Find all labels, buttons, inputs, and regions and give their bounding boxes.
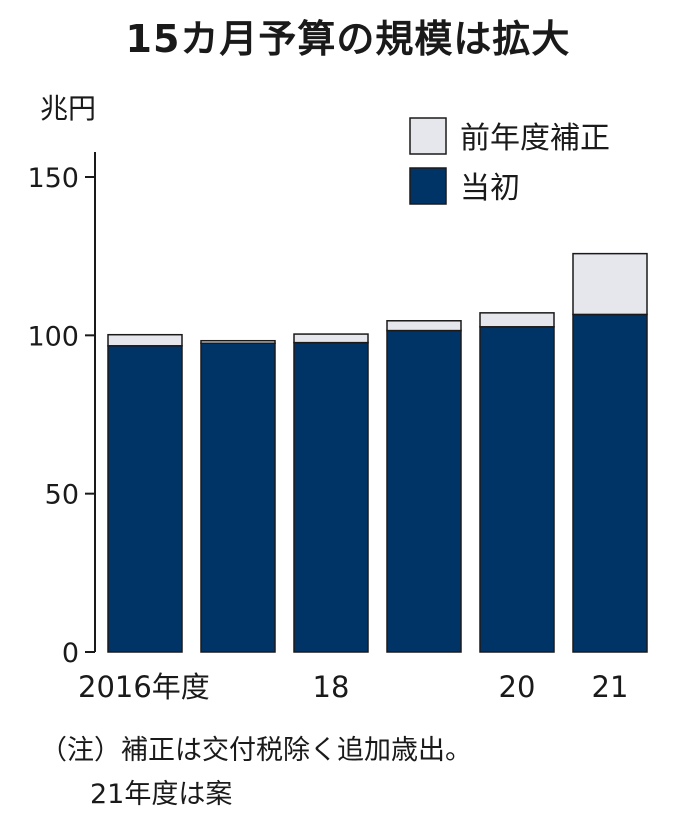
bar-prior-year-supplementary — [386, 320, 462, 332]
chart-title: 15カ月予算の規模は拡大 — [125, 17, 571, 61]
legend-swatch — [409, 167, 447, 205]
bar-prior-year-supplementary — [572, 252, 648, 316]
bar-initial-budget — [107, 345, 183, 653]
legend-label: 当初 — [460, 171, 520, 206]
bar-initial-budget — [572, 313, 648, 653]
bar-prior-year-supplementary — [107, 333, 183, 347]
x-tick-label: 2016年度 — [78, 670, 210, 704]
x-axis: 2016年度 18 20 21 — [78, 670, 628, 704]
x-tick-label: 20 — [499, 670, 536, 704]
legend-label: 前年度補正 — [460, 121, 610, 156]
bar-initial-budget — [293, 341, 369, 653]
y-axis: 0 50 100 150 — [27, 152, 96, 669]
legend-swatch — [409, 117, 447, 155]
bar-prior-year-supplementary — [200, 339, 276, 345]
bar-initial-budget — [200, 342, 276, 653]
y-axis-label: 兆円 — [40, 92, 96, 125]
x-tick-label: 18 — [313, 670, 350, 704]
footnote-line-2: 21年度は案 — [90, 779, 233, 810]
bars-group — [107, 252, 648, 653]
bar-initial-budget — [479, 326, 555, 653]
footnote-line-1: （注）補正は交付税除く追加歳出。 — [40, 735, 472, 766]
y-tick-label: 150 — [27, 163, 79, 194]
bar-prior-year-supplementary — [479, 312, 555, 328]
y-tick-label: 100 — [27, 321, 79, 352]
y-tick-label: 0 — [62, 638, 79, 669]
bar-prior-year-supplementary — [293, 333, 369, 344]
x-tick-label: 21 — [592, 670, 629, 704]
bar-initial-budget — [386, 329, 462, 653]
y-tick-label: 50 — [45, 480, 79, 511]
